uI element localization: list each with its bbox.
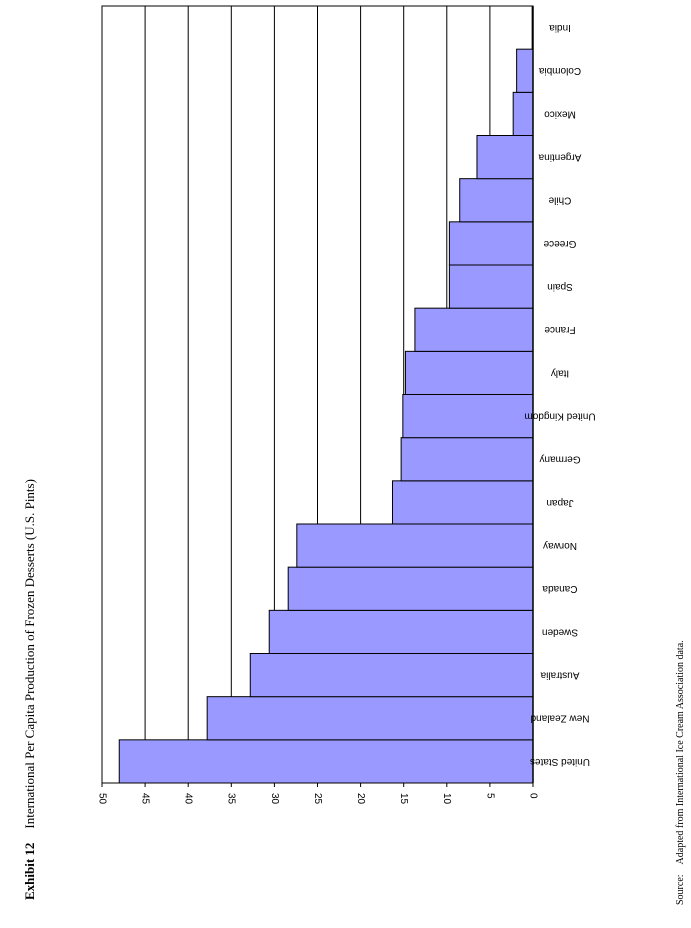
- category-label-sweden: Sweden: [542, 626, 578, 637]
- category-label-argentina: Argentina: [538, 151, 581, 162]
- bar-mexico: [512, 91, 534, 137]
- bar-sweden: [268, 609, 534, 654]
- category-label-japan: Japan: [546, 497, 573, 508]
- category-label-france: France: [544, 324, 576, 335]
- bar-new-zealand: [206, 696, 534, 741]
- tick-label-0: 0: [527, 793, 538, 799]
- category-label-greece: Greece: [543, 238, 576, 249]
- category-label-united-kingdom: United Kingdom: [524, 410, 595, 421]
- category-label-australia: Australia: [540, 669, 579, 680]
- category-label-germany: Germany: [539, 454, 580, 465]
- bar-colombia: [516, 48, 534, 93]
- category-label-spain: Spain: [547, 281, 573, 292]
- bar-canada: [287, 566, 534, 611]
- category-label-canada: Canada: [542, 583, 577, 594]
- tick-label-10: 10: [441, 793, 452, 805]
- category-label-india: India: [549, 22, 571, 33]
- source-note: Source: Adapted from International Ice Cr…: [675, 640, 686, 905]
- bar-germany: [400, 437, 534, 482]
- bar-spain: [448, 264, 534, 309]
- tick-label-40: 40: [183, 793, 194, 805]
- category-label-mexico: Mexico: [544, 108, 576, 119]
- tick-label-25: 25: [312, 793, 323, 805]
- bar-united-states: [118, 739, 534, 784]
- bar-united-kingdom: [402, 394, 534, 439]
- bar-italy: [404, 350, 534, 396]
- source-text: Adapted from International Ice Cream Ass…: [675, 640, 686, 865]
- tick-label-20: 20: [355, 793, 366, 805]
- tick-label-15: 15: [398, 793, 409, 805]
- bar-norway: [296, 523, 534, 568]
- category-label-colombia: Colombia: [538, 65, 581, 76]
- category-label-united-states: United States: [530, 756, 590, 767]
- category-label-chile: Chile: [548, 195, 571, 206]
- source-label: Source:: [675, 874, 686, 905]
- bar-australia: [249, 653, 534, 698]
- category-label-norway: Norway: [543, 540, 577, 551]
- tick-label-5: 5: [484, 793, 495, 799]
- bar-argentina: [476, 135, 534, 180]
- category-label-italy: Italy: [551, 367, 569, 378]
- category-label-new-zealand: New Zealand: [531, 713, 590, 724]
- bar-greece: [448, 221, 534, 266]
- tick-label-35: 35: [226, 793, 237, 805]
- tick-label-45: 45: [139, 793, 150, 805]
- tick-label-30: 30: [269, 793, 280, 805]
- bar-chile: [459, 178, 534, 223]
- bar-france: [414, 307, 534, 352]
- bar-japan: [391, 480, 534, 525]
- tick-label-50: 50: [96, 793, 107, 805]
